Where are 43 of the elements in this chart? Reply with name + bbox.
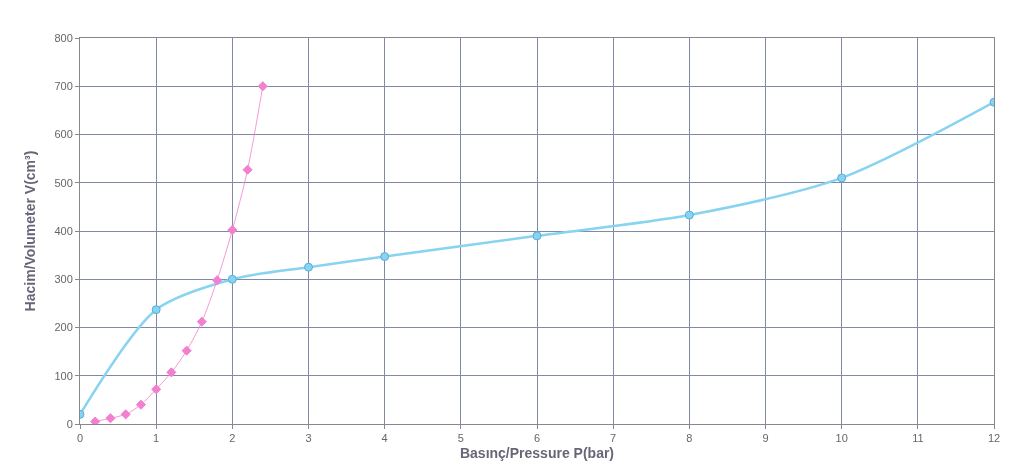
x-tick-label: 1 — [153, 432, 160, 445]
point — [90, 416, 101, 424]
y-tick-label: 600 — [54, 128, 73, 141]
x-tick-label: 10 — [835, 432, 848, 445]
point — [242, 164, 253, 175]
point — [532, 231, 542, 241]
point — [166, 367, 177, 378]
x-tick-label: 3 — [305, 432, 312, 445]
point — [151, 305, 161, 315]
y-tick-label: 800 — [54, 31, 73, 44]
point — [304, 262, 313, 272]
point — [151, 384, 162, 395]
point — [181, 345, 192, 356]
y-tick-label: 300 — [54, 273, 73, 286]
point — [120, 409, 131, 420]
point — [105, 413, 116, 424]
point — [212, 275, 223, 286]
point — [227, 274, 237, 284]
x-tick-label: 12 — [987, 432, 1001, 445]
x-tick-label: 6 — [533, 432, 541, 445]
point — [135, 399, 146, 410]
point — [227, 224, 238, 236]
y-axis-title: Hacim/Volumeter V(cm³) — [22, 150, 39, 312]
y-tick-label: 100 — [54, 369, 73, 382]
y-tick-label: 0 — [66, 417, 73, 430]
x-tick-label: 2 — [229, 432, 236, 445]
x-tick-label: 4 — [381, 432, 388, 445]
x-tick-label: 0 — [76, 432, 84, 445]
y-tick-label: 700 — [54, 80, 73, 93]
y-tick-label: 500 — [54, 176, 73, 189]
point — [837, 173, 847, 183]
x-axis-title: Basınç/Pressure P(bar) — [459, 444, 615, 461]
x-tick-label: 7 — [610, 432, 617, 445]
x-tick-label: 5 — [457, 432, 464, 445]
point — [684, 210, 694, 220]
y-tick-label: 400 — [54, 224, 73, 237]
point — [196, 316, 207, 327]
x-tick-label: 8 — [686, 432, 693, 445]
point — [380, 252, 390, 262]
point — [257, 81, 268, 92]
x-tick-label: 9 — [762, 432, 769, 445]
x-tick-label: 11 — [912, 432, 924, 445]
y-tick-label: 200 — [54, 321, 73, 334]
